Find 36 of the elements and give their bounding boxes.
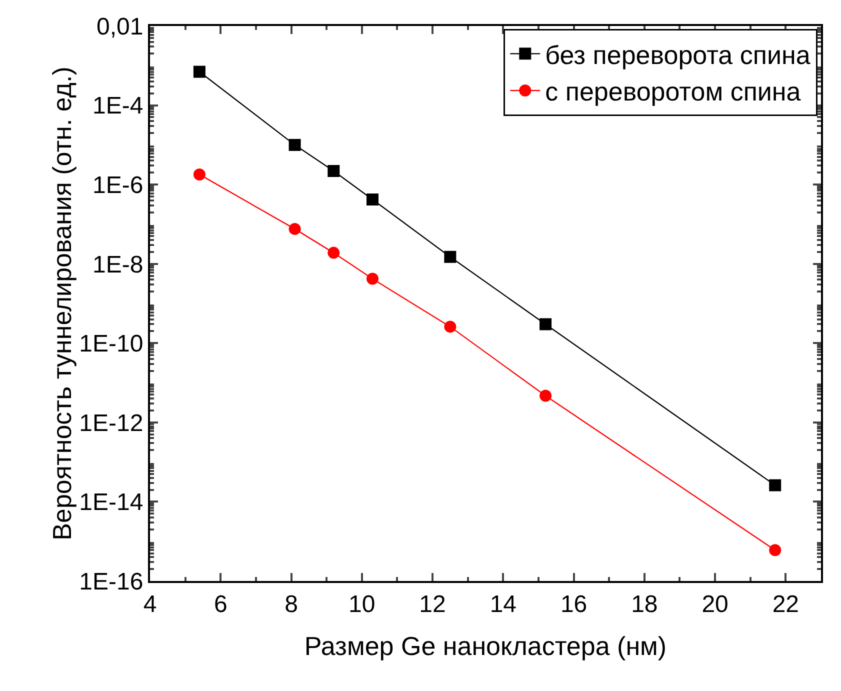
point	[366, 272, 378, 285]
point	[769, 479, 782, 492]
y-tick-label: 0,01	[96, 13, 144, 40]
legend-label: с переворотом спина	[545, 76, 802, 107]
point	[288, 222, 301, 235]
y-tick-label: 1E-16	[79, 568, 144, 596]
y-tick-label: 1E-8	[92, 251, 144, 278]
point	[328, 246, 340, 259]
x-tick-label: 14	[490, 590, 517, 618]
x-tick-label: 4	[143, 590, 157, 618]
y-tick-label: 1E-12	[79, 410, 144, 437]
point	[540, 318, 552, 330]
point	[444, 250, 456, 263]
y-axis-title: Вероятность туннелирования (отн. ед.)	[47, 66, 78, 540]
point	[540, 390, 552, 402]
point	[444, 320, 456, 333]
x-tick-label: 22	[772, 590, 800, 618]
x-tick-label: 18	[631, 590, 658, 618]
y-tick-label: 1E-14	[79, 489, 144, 516]
point	[769, 544, 782, 556]
x-tick-label: 8	[284, 590, 298, 618]
point	[193, 66, 206, 78]
x-axis-title: Размер Ge нанокластера (нм)	[304, 631, 667, 661]
x-tick-label: 10	[348, 590, 376, 618]
point	[328, 165, 340, 177]
x-tick-label: 20	[702, 590, 728, 618]
x-tick-label: 6	[214, 590, 228, 618]
point	[288, 138, 301, 151]
y-tick-label: 1E-10	[79, 330, 144, 358]
x-tick-label: 16	[560, 590, 588, 618]
point	[193, 168, 206, 180]
y-tick-label: 1E-4	[92, 92, 144, 120]
point	[366, 194, 378, 206]
y-tick-label: 1E-6	[92, 172, 144, 199]
x-tick-label: 12	[419, 590, 446, 618]
legend-label: без переворота спина	[545, 40, 811, 70]
